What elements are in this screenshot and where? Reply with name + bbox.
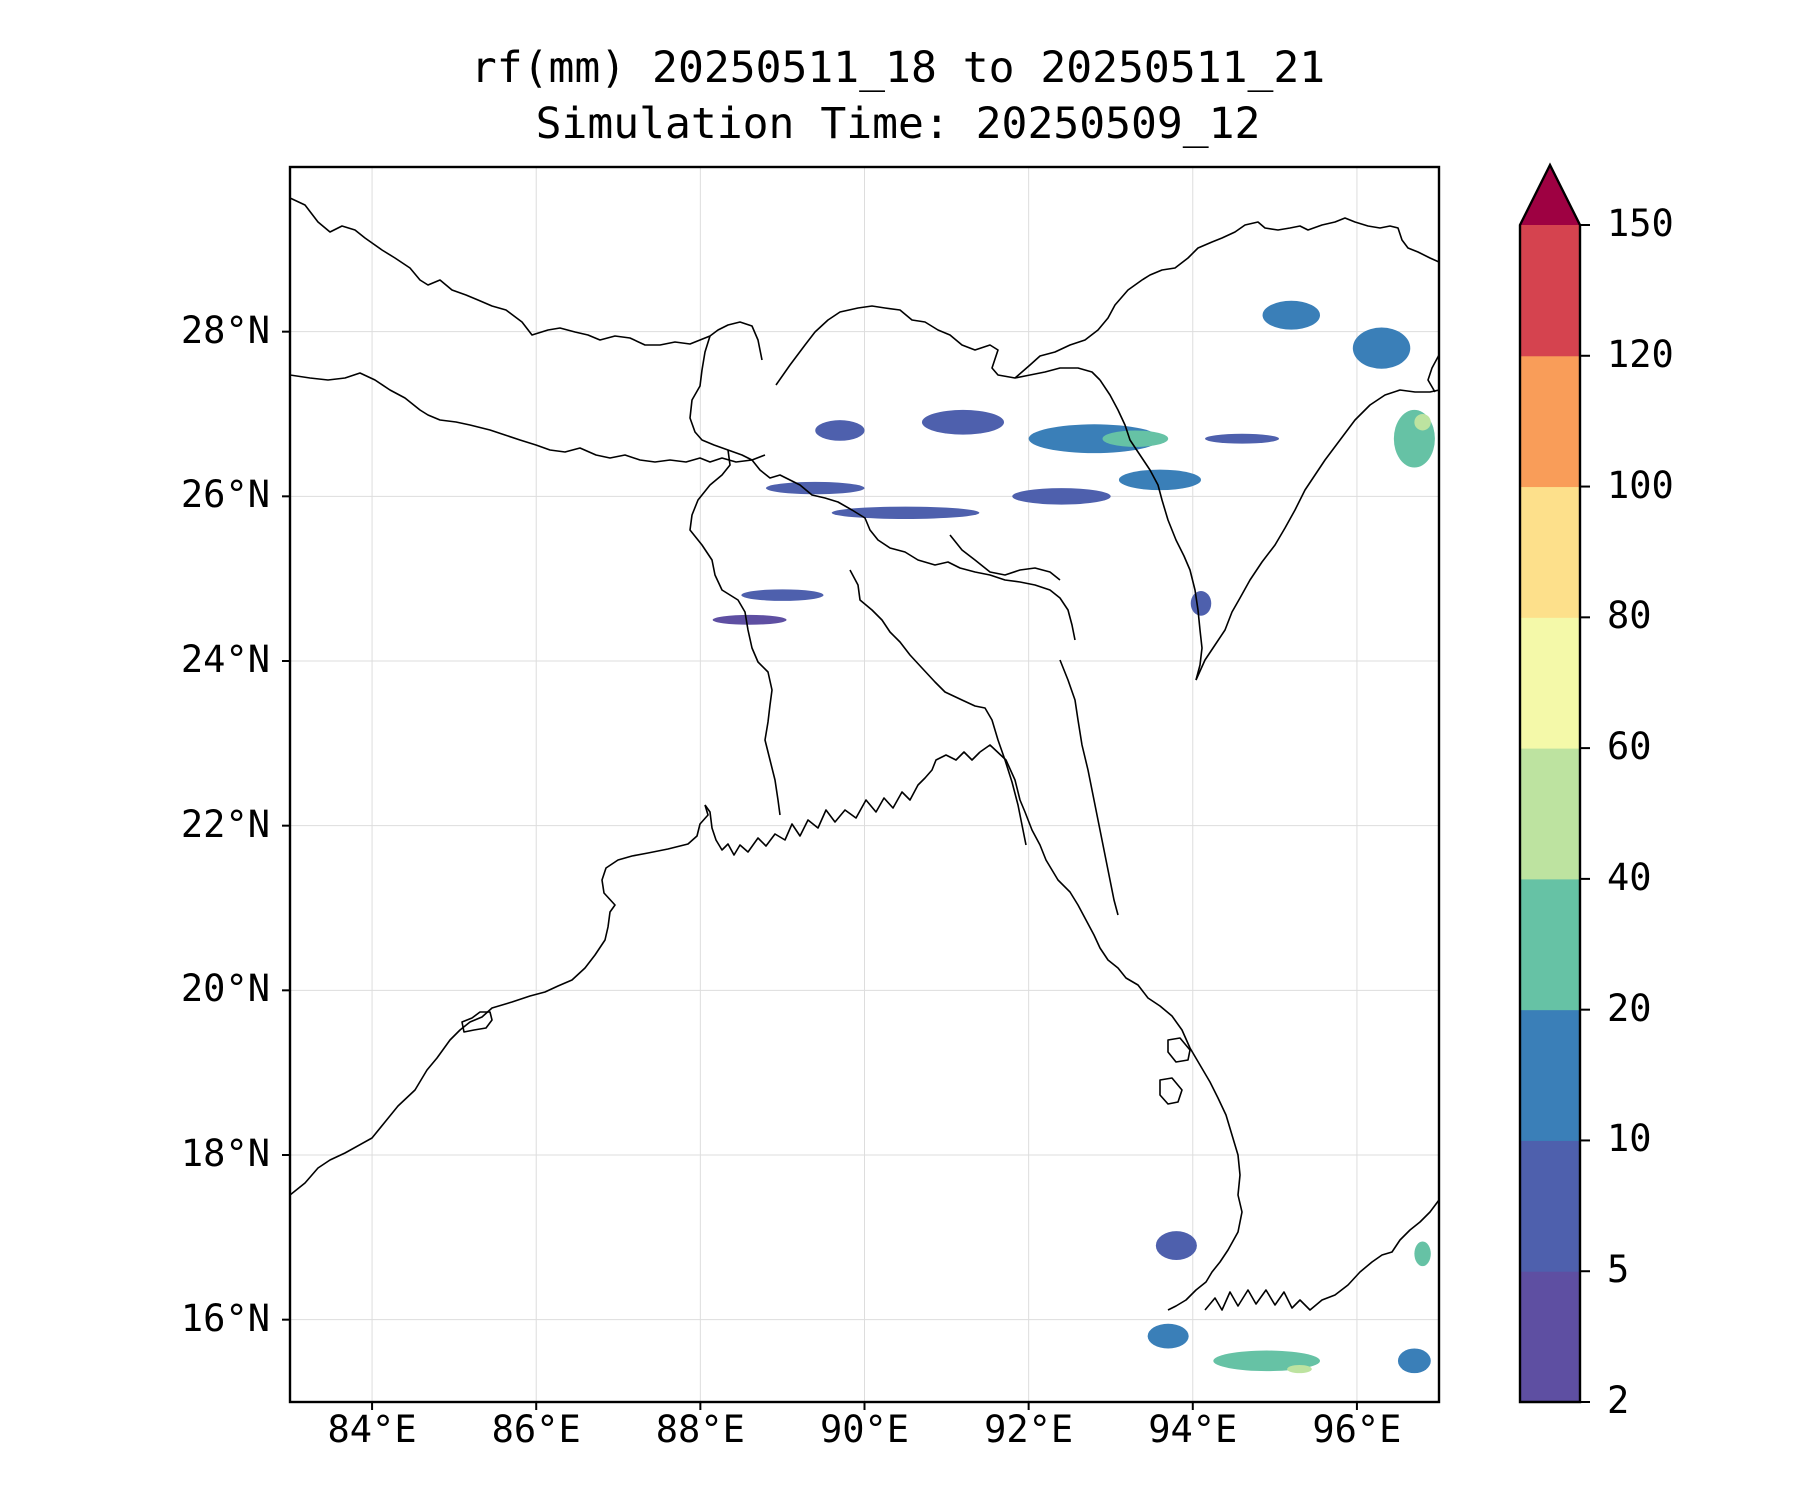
border-arunachal bbox=[1014, 217, 1439, 379]
coast-island-cheduba bbox=[1159, 1077, 1183, 1105]
colorbar-tick-label: 120 bbox=[1607, 332, 1674, 376]
border-myanmar-north bbox=[1195, 389, 1439, 681]
border-meghalaya bbox=[949, 534, 1061, 581]
rain-cell bbox=[1397, 1348, 1431, 1374]
colorbar-tick-label: 100 bbox=[1607, 463, 1674, 507]
colorbar-segment bbox=[1520, 1271, 1580, 1403]
rain-cell bbox=[1155, 1231, 1197, 1260]
border-bangladesh-east bbox=[849, 569, 1027, 846]
chart-subtitle: Simulation Time: 20250509_12 bbox=[535, 99, 1261, 149]
border-manipur-myanmar bbox=[1099, 379, 1203, 681]
coast-island-chilika bbox=[461, 1011, 493, 1033]
colorbar-segment bbox=[1520, 486, 1580, 618]
colorbar-tick-label: 20 bbox=[1607, 986, 1652, 1030]
colorbar-tick-label: 5 bbox=[1607, 1248, 1630, 1292]
lon-tick-label: 86°E bbox=[491, 1408, 581, 1451]
rain-cell bbox=[815, 420, 865, 441]
rain-cell bbox=[1118, 469, 1201, 491]
colorbar-extend-max bbox=[1520, 165, 1580, 225]
border-tripura-mizoram bbox=[1059, 659, 1119, 916]
rain-cell bbox=[831, 506, 980, 519]
colorbar-tick-label: 2 bbox=[1607, 1379, 1630, 1422]
rain-cell bbox=[1102, 430, 1169, 447]
rain-cell bbox=[741, 589, 824, 601]
colorbar-segment bbox=[1520, 748, 1580, 880]
gridlines bbox=[290, 167, 1439, 1402]
lon-tick-label: 84°E bbox=[327, 1408, 417, 1451]
lat-tick-label: 28°N bbox=[180, 308, 270, 352]
rainfall-field bbox=[712, 300, 1435, 1374]
lat-tick-label: 16°N bbox=[180, 1296, 270, 1340]
lat-tick-label: 18°N bbox=[180, 1132, 270, 1175]
lon-tick-label: 94°E bbox=[1148, 1408, 1238, 1451]
lon-ticks bbox=[371, 1402, 1358, 1410]
colorbar-tick-label: 40 bbox=[1607, 855, 1652, 899]
colorbar bbox=[1518, 162, 1590, 1404]
rain-cell bbox=[1147, 1323, 1189, 1349]
rain-cell bbox=[766, 481, 865, 495]
border-nepal-north bbox=[290, 197, 763, 361]
lat-tick-label: 24°N bbox=[180, 638, 270, 681]
rain-cell bbox=[1262, 300, 1320, 330]
colorbar-tick-label: 80 bbox=[1607, 594, 1652, 638]
lon-tick-label: 92°E bbox=[984, 1408, 1074, 1451]
border-bhutan bbox=[775, 305, 1101, 386]
rain-cell bbox=[712, 614, 787, 625]
coastline-myanmar-west bbox=[979, 744, 1243, 1311]
colorbar-segment bbox=[1520, 1140, 1580, 1272]
coastlines-borders bbox=[290, 197, 1439, 1311]
colorbar-tick-label: 60 bbox=[1607, 725, 1652, 769]
lat-tick-label: 20°N bbox=[180, 967, 270, 1011]
rain-cell bbox=[1352, 327, 1411, 369]
rain-cell bbox=[1190, 591, 1212, 616]
lat-tick-label: 22°N bbox=[180, 802, 270, 846]
colorbar-segment bbox=[1520, 617, 1580, 749]
lon-tick-label: 90°E bbox=[819, 1408, 910, 1451]
coastline-irrawaddy-delta bbox=[1204, 1199, 1439, 1311]
lon-tick-label: 88°E bbox=[655, 1408, 745, 1451]
rain-cell bbox=[921, 409, 1005, 435]
coastline-sundarbans bbox=[704, 751, 981, 856]
border-sikkim-westbengal bbox=[689, 335, 1076, 641]
rain-cell bbox=[1414, 414, 1431, 431]
rain-cell bbox=[1205, 433, 1279, 444]
coastline-india-east bbox=[290, 804, 709, 1196]
colorbar-outline bbox=[1518, 162, 1582, 1404]
rain-cell bbox=[1414, 1241, 1431, 1267]
colorbar-segment bbox=[1520, 355, 1580, 488]
lat-ticks bbox=[282, 330, 290, 1321]
colorbar-segment bbox=[1520, 225, 1580, 357]
lat-tick-label: 26°N bbox=[180, 473, 270, 517]
border-bangladesh-west bbox=[689, 449, 781, 816]
coast-island-ramree bbox=[1167, 1037, 1191, 1063]
rain-cell bbox=[1012, 488, 1111, 505]
border-china-myanmar bbox=[1427, 354, 1439, 393]
colorbar-segment bbox=[1520, 1009, 1580, 1141]
rain-cell bbox=[1287, 1364, 1312, 1374]
lon-tick-label: 96°E bbox=[1312, 1408, 1402, 1451]
colorbar-segment bbox=[1520, 878, 1580, 1011]
chart-title: rf(mm) 20250511_18 to 20250511_21 bbox=[470, 43, 1326, 93]
border-nepal-south bbox=[290, 372, 766, 463]
colorbar-tick-label: 10 bbox=[1607, 1117, 1652, 1161]
colorbar-tick-label: 150 bbox=[1607, 202, 1674, 245]
